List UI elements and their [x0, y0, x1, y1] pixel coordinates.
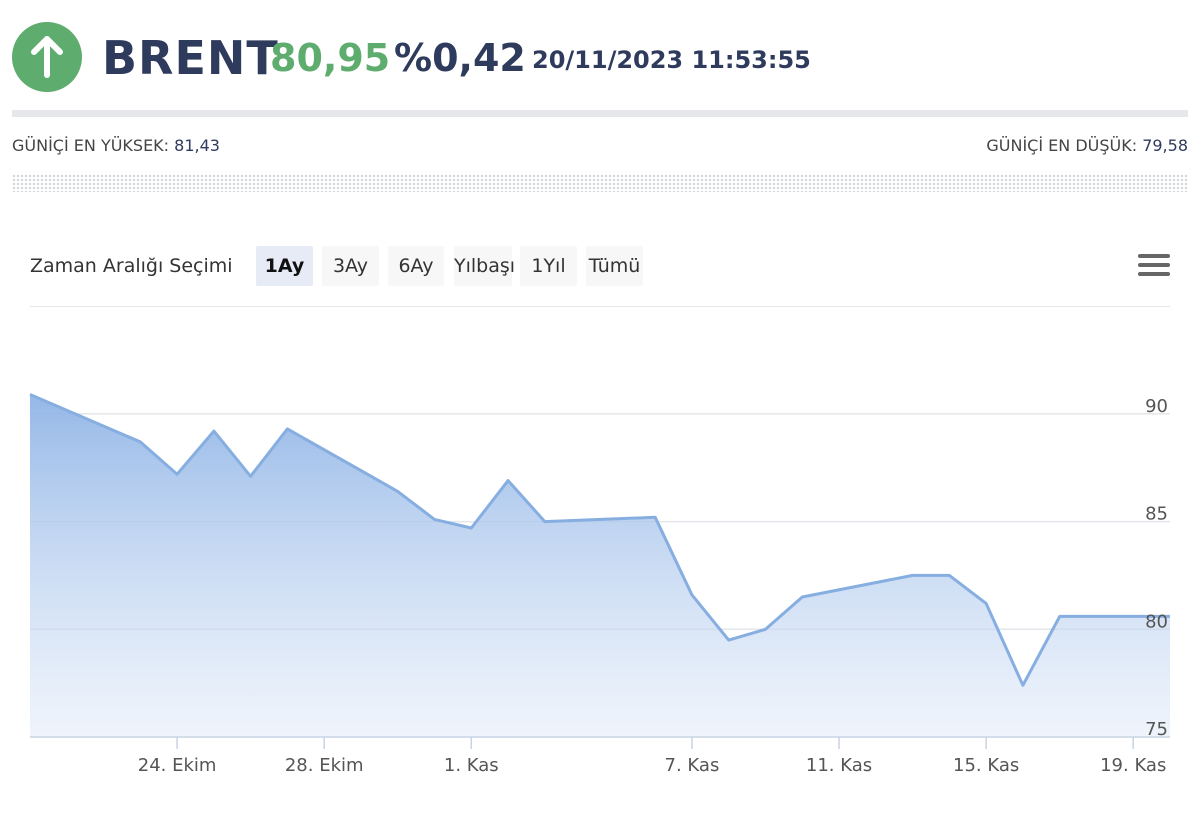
dotted-divider — [12, 174, 1188, 192]
intraday-low: GÜNİÇİ EN DÜŞÜK: 79,58 — [986, 134, 1188, 158]
x-tick-label: 7. Kas — [665, 755, 720, 776]
x-tick-label: 19. Kas — [1100, 755, 1166, 776]
range-button-yilbasi[interactable]: Yılbaşı — [454, 246, 515, 286]
intraday-high: GÜNİÇİ EN YÜKSEK: 81,43 — [12, 134, 220, 158]
chart-top-divider — [30, 306, 1170, 307]
range-selector: Zaman Aralığı Seçimi 1Ay 3Ay 6Ay Yılbaşı… — [30, 246, 1170, 286]
x-tick-label: 24. Ekim — [138, 755, 217, 776]
data-point[interactable] — [943, 569, 955, 581]
data-point[interactable] — [723, 634, 735, 646]
data-point[interactable] — [24, 388, 36, 400]
y-tick-label: 75 — [1145, 719, 1168, 740]
data-point[interactable] — [649, 511, 661, 523]
data-point[interactable] — [907, 569, 919, 581]
x-tick-label: 1. Kas — [444, 755, 499, 776]
y-tick-label: 80 — [1145, 611, 1168, 632]
range-selector-label: Zaman Aralığı Seçimi — [30, 255, 233, 277]
current-price: 80,95 — [270, 36, 391, 80]
data-point[interactable] — [1054, 610, 1066, 622]
range-button-6ay[interactable]: 6Ay — [388, 246, 444, 286]
range-button-tumu[interactable]: Tümü — [586, 246, 643, 286]
data-point[interactable] — [1017, 679, 1029, 691]
range-button-3ay[interactable]: 3Ay — [322, 246, 379, 286]
y-tick-label: 90 — [1145, 396, 1168, 417]
quote-datetime: 20/11/2023 11:53:55 — [532, 46, 811, 74]
data-point[interactable] — [796, 591, 808, 603]
intraday-high-label: GÜNİÇİ EN YÜKSEK: — [12, 136, 170, 155]
data-point[interactable] — [392, 485, 404, 497]
arrow-up-icon — [31, 36, 63, 78]
data-point[interactable] — [134, 436, 146, 448]
range-button-1ay[interactable]: 1Ay — [256, 246, 313, 286]
direction-badge — [12, 22, 82, 92]
data-point[interactable] — [539, 516, 551, 528]
data-point[interactable] — [429, 513, 441, 525]
data-point[interactable] — [208, 425, 220, 437]
change-percent: %0,42 — [394, 36, 526, 80]
price-area — [30, 394, 1170, 737]
range-button-1yil[interactable]: 1Yıl — [520, 246, 577, 286]
symbol-name: BRENT — [102, 31, 279, 85]
intraday-low-label: GÜNİÇİ EN DÜŞÜK: — [986, 136, 1138, 155]
intraday-high-value: 81,43 — [174, 136, 220, 155]
header-divider — [12, 110, 1188, 117]
data-point[interactable] — [502, 475, 514, 487]
quote-header: BRENT 80,95 %0,42 20/11/2023 11:53:55 — [12, 20, 1192, 94]
intraday-low-value: 79,58 — [1142, 136, 1188, 155]
x-tick-label: 11. Kas — [806, 755, 872, 776]
data-point[interactable] — [686, 589, 698, 601]
data-point[interactable] — [281, 423, 293, 435]
data-point[interactable] — [245, 470, 257, 482]
data-point[interactable] — [980, 597, 992, 609]
data-point[interactable] — [759, 623, 771, 635]
hamburger-menu-icon[interactable] — [1138, 254, 1170, 280]
data-point[interactable] — [465, 522, 477, 534]
x-tick-label: 15. Kas — [953, 755, 1019, 776]
y-tick-label: 85 — [1145, 504, 1168, 525]
price-line — [29, 393, 1170, 687]
x-tick-label: 28. Ekim — [285, 755, 364, 776]
data-point[interactable] — [171, 468, 183, 480]
